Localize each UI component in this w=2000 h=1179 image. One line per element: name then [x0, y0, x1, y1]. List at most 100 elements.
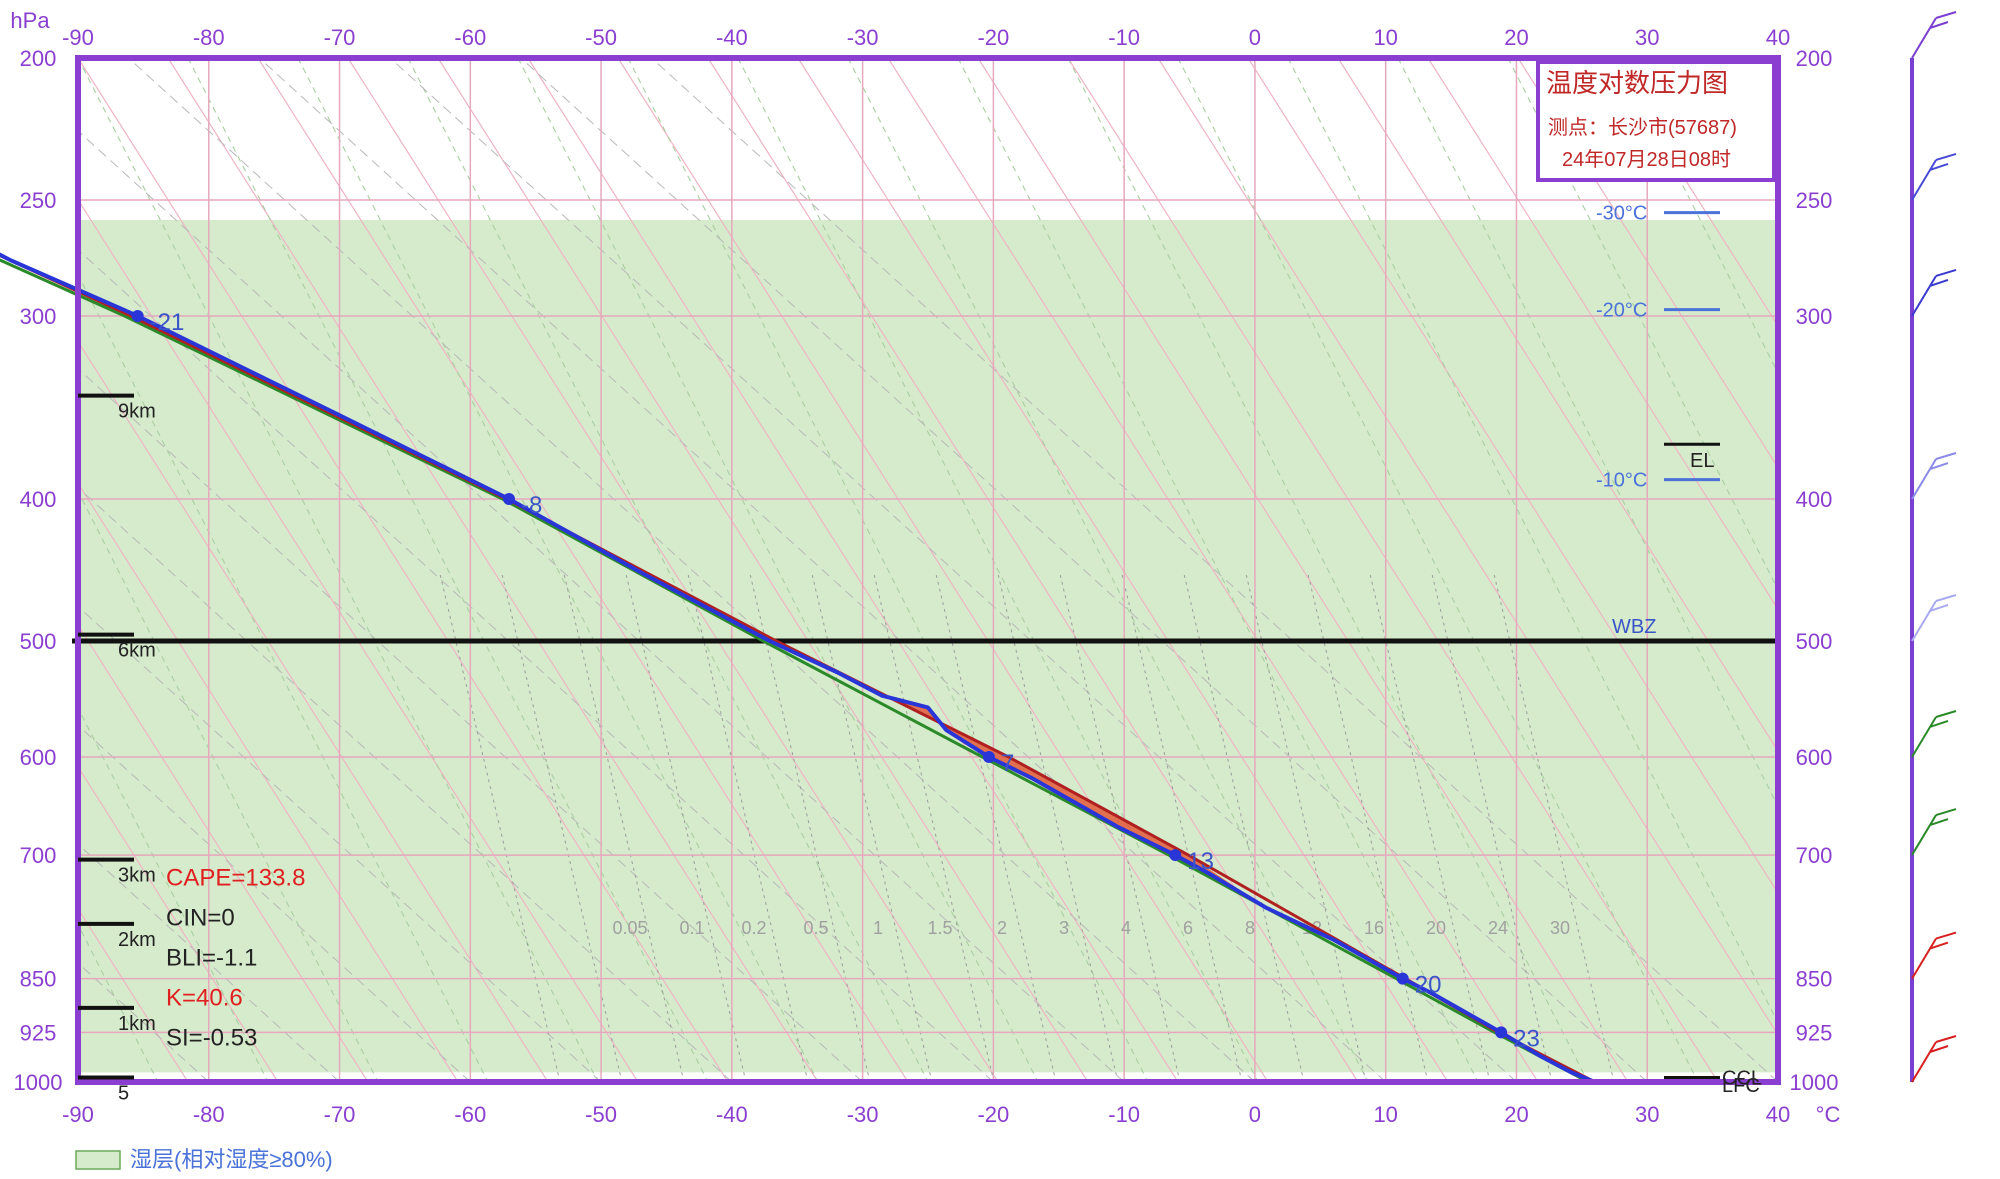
dry-adiabat [977, 58, 1629, 1082]
x-tick-bottom: 10 [1373, 1102, 1397, 1127]
height-mark-label: 9km [118, 401, 156, 423]
isotherm-line [389, 58, 1517, 1082]
y-tick-right: 200 [1796, 46, 1833, 71]
height-mark-label: 5 [118, 1083, 129, 1105]
level-mark-label: EL [1690, 450, 1714, 472]
x-tick-top: -30 [847, 25, 879, 50]
x-tick-top: -20 [977, 25, 1009, 50]
moist-adiabat [1397, 58, 1778, 808]
isotherm-line [78, 249, 994, 1082]
wet-layer-legend-label: 湿层(相对湿度≥80%) [130, 1147, 333, 1172]
plot-layers: 0.05 0.1 0.2 0.5 1 1.5 2 3 4 6 8 12 16 20 24 30 [78, 58, 2000, 1082]
wet-layer-legend-swatch [75, 1150, 121, 1170]
moist-adiabat [957, 58, 1479, 1082]
x-tick-top: 0 [1249, 25, 1261, 50]
y-tick-left: 400 [20, 487, 57, 512]
x-tick-bottom: -70 [324, 1102, 356, 1127]
moist-adiabat [1838, 58, 2000, 1082]
mixing-ratio-label: 1.5 [927, 918, 952, 938]
y-tick-right: 1000 [1790, 1070, 1839, 1095]
x-tick-top: -60 [454, 25, 486, 50]
dry-adiabat [1878, 58, 2000, 1082]
isotherm-line [651, 58, 1778, 1082]
height-mark-label: 6km [118, 640, 156, 662]
dry-adiabat [1517, 58, 1778, 469]
x-tick-bottom: -30 [847, 1102, 879, 1127]
mixing-ratio-line [1307, 573, 1429, 1082]
mixing-ratio-line [1121, 573, 1243, 1082]
x-tick-top: -50 [585, 25, 617, 50]
mixing-ratio-line [501, 573, 623, 1082]
y-tick-left: 700 [20, 843, 57, 868]
x-tick-top: -10 [1108, 25, 1140, 50]
wind-barb [1911, 594, 1957, 642]
temp-point [1495, 1026, 1508, 1039]
dry-adiabat [617, 58, 1269, 1082]
y-tick-left: 600 [20, 745, 57, 770]
dry-adiabat [1337, 58, 1778, 753]
mixing-ratio-label: 24 [1488, 918, 1508, 938]
y-tick-right: 600 [1796, 745, 1833, 770]
mixing-ratio-label: 4 [1121, 918, 1131, 938]
moist-adiabat [1617, 58, 1778, 375]
temp-point-label: 7 [1001, 750, 1014, 777]
moist-adiabat [78, 273, 489, 1082]
mixing-ratio-label: 8 [1245, 918, 1255, 938]
x-tick-top: -90 [62, 25, 94, 50]
dry-adiabat [527, 58, 1179, 1082]
mixing-ratio-line [1245, 573, 1367, 1082]
isotherm-line [78, 368, 863, 1082]
wind-barb [1911, 452, 1957, 500]
moist-adiabat [187, 58, 709, 1082]
moist-adiabat [627, 58, 1149, 1082]
dry-adiabat [1607, 58, 1778, 327]
temp-point [982, 750, 995, 763]
index-label: SI=-0.53 [166, 1025, 257, 1052]
wind-barb [1911, 808, 1957, 856]
isotherm-line [520, 58, 1648, 1082]
temp-point [503, 493, 516, 506]
wind-barb [1911, 710, 1957, 758]
mixing-ratio-label: 0.1 [679, 918, 704, 938]
isotherm-mark-label: -10°C [1596, 470, 1647, 492]
x-tick-top: 30 [1635, 25, 1659, 50]
y-tick-left: 1000 [14, 1070, 63, 1095]
mixing-ratio-label: 20 [1426, 918, 1446, 938]
moist-adiabat [847, 58, 1369, 1082]
temp-point-label: 23 [1513, 1025, 1540, 1052]
mixing-ratio-label: 6 [1183, 918, 1193, 938]
x-tick-bottom: -60 [454, 1102, 486, 1127]
x-tick-top: 20 [1504, 25, 1528, 50]
wind-barb [1911, 11, 1957, 59]
station-label: 测点：长沙市(57687) [1548, 116, 1737, 139]
moist-adiabat [1948, 58, 2000, 1082]
dry-adiabat [437, 58, 1089, 1082]
isotherm-mark-label: -20°C [1596, 300, 1647, 322]
mixing-ratio-label: 2 [997, 918, 1007, 938]
mixing-ratio-line [935, 573, 1057, 1082]
mixing-ratio-line [997, 573, 1119, 1082]
mixing-ratio-line [749, 573, 871, 1082]
y-tick-right: 300 [1796, 304, 1833, 329]
series-line-temperature [0, 252, 1596, 1084]
mixing-ratio-label: 1 [873, 918, 883, 938]
x-tick-top: -80 [193, 25, 225, 50]
x-tick-bottom: 0 [1249, 1102, 1261, 1127]
x-tick-bottom: -10 [1108, 1102, 1140, 1127]
x-tick-bottom: -80 [193, 1102, 225, 1127]
level-mark-label: LFC [1722, 1075, 1760, 1097]
mixing-ratio-line [687, 573, 809, 1082]
x-tick-top: 10 [1373, 25, 1397, 50]
wind-barb [1911, 1035, 1957, 1083]
mixing-ratio-line [439, 573, 561, 1082]
wind-barb [1911, 269, 1957, 317]
moist-adiabat [1507, 58, 1778, 591]
moist-adiabat [407, 58, 929, 1082]
mixing-ratio-label: 30 [1550, 918, 1570, 938]
y-tick-left: 300 [20, 304, 57, 329]
level-mark-label: CCL [1722, 1068, 1762, 1090]
moist-adiabat [1177, 58, 1699, 1082]
mixing-ratio-label: 0.2 [741, 918, 766, 938]
